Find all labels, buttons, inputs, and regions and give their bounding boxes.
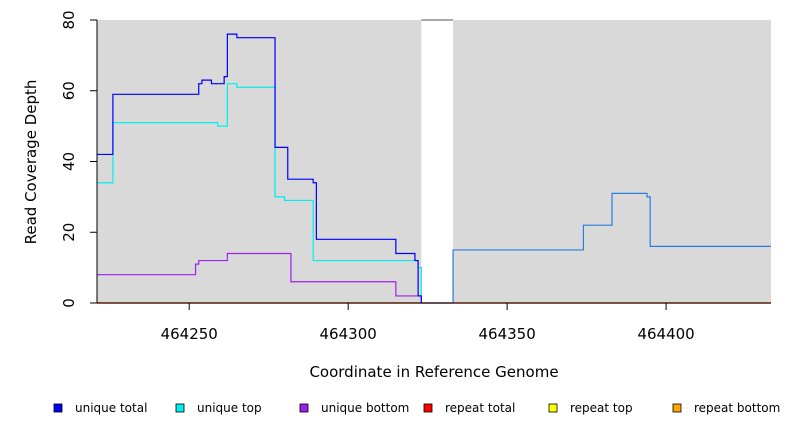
y-tick-label: 0 [60,298,78,308]
legend-label: repeat total [445,401,515,415]
series-unique-total [97,33,422,303]
legend-item: repeat total [423,401,515,415]
y-axis-title: Read Coverage Depth [22,80,40,245]
x-tick-label: 464400 [637,325,694,343]
y-tick-label: 40 [60,152,78,171]
legend-label: unique top [197,401,262,415]
legend-swatch [423,403,433,413]
legend-item: unique top [175,401,262,415]
y-tick-label: 80 [60,10,78,29]
legend-swatch [548,403,558,413]
coverage-gap [421,20,454,303]
y-tick-label: 20 [60,223,78,242]
legend-item: repeat bottom [672,401,780,415]
axes-layer: 0 20 40 60 80 464250 464300 464350 464400 [60,10,771,343]
x-tick-label: 464250 [161,325,218,343]
legend-label: unique total [75,401,147,415]
legend-swatch [53,403,63,413]
series-unique-top [97,83,422,303]
y-tick-label: 60 [60,81,78,100]
legend-swatch [299,403,309,413]
x-tick-label: 464300 [320,325,377,343]
series-combined [421,192,771,304]
legend: unique total unique top unique bottom repea… [53,401,780,415]
legend-label: repeat top [570,401,633,415]
x-axis-title: Coordinate in Reference Genome [309,363,558,381]
x-tick-label: 464350 [478,325,535,343]
legend-label: repeat bottom [694,401,780,415]
legend-item: unique total [53,401,147,415]
legend-swatch [175,403,185,413]
legend-swatch [672,403,682,413]
legend-item: unique bottom [299,401,409,415]
series-unique-bottom [97,252,422,303]
legend-item: repeat top [548,401,633,415]
legend-label: unique bottom [321,401,409,415]
